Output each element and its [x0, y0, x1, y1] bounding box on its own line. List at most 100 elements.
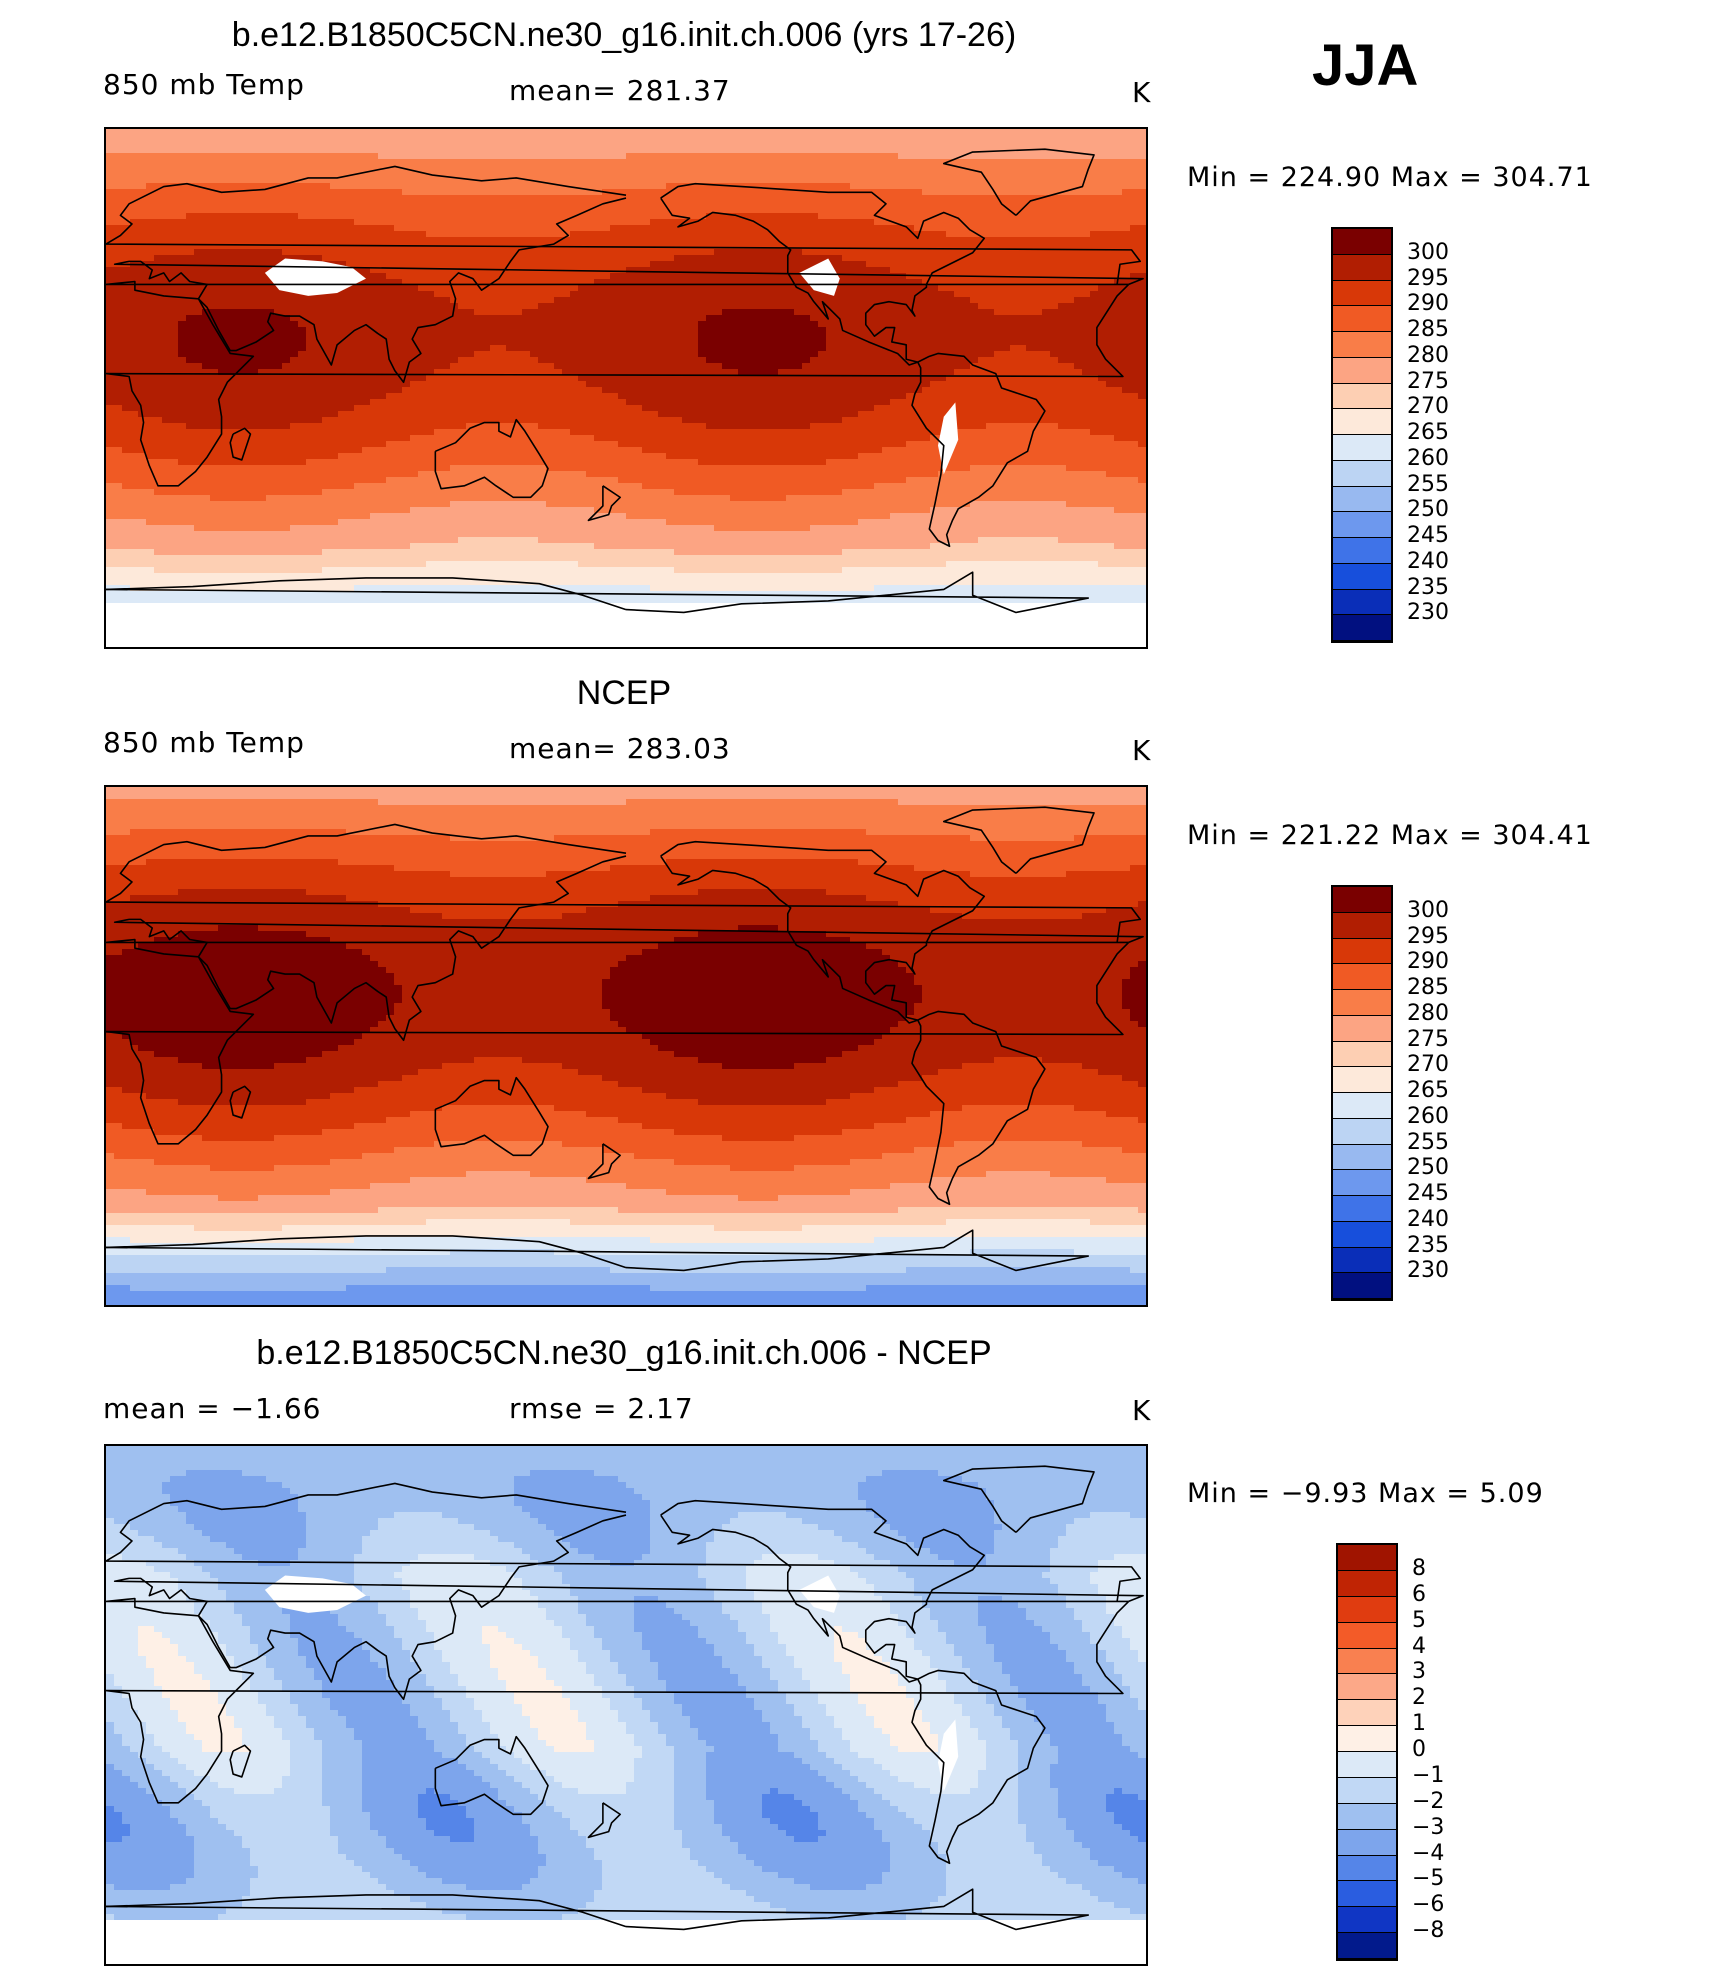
contour-cell: [114, 237, 123, 244]
contour-cell: [946, 237, 955, 244]
contour-cell: [962, 153, 971, 160]
contour-cell: [650, 135, 659, 142]
contour-cell: [794, 345, 803, 352]
contour-cell: [778, 171, 787, 178]
contour-cell: [682, 141, 691, 148]
contour-cell: [978, 291, 987, 298]
contour-cell: [1026, 339, 1035, 346]
contour-cell: [226, 195, 235, 202]
contour-cell: [938, 153, 947, 160]
contour-cell: [1066, 225, 1075, 232]
contour-cell: [498, 297, 507, 304]
contour-cell: [898, 201, 907, 208]
contour-cell: [370, 285, 379, 292]
contour-cell: [954, 279, 963, 286]
contour-cell: [1018, 141, 1027, 148]
contour-cell: [914, 141, 923, 148]
contour-cell: [930, 183, 939, 190]
contour-cell: [746, 195, 755, 202]
contour-cell: [1106, 165, 1115, 172]
contour-cell: [338, 207, 347, 214]
contour-cell: [474, 255, 483, 262]
contour-cell: [754, 177, 763, 184]
contour-cell: [426, 237, 435, 244]
contour-cell: [946, 159, 955, 166]
contour-cell: [802, 231, 811, 238]
contour-cell: [834, 213, 843, 220]
contour-cell: [794, 303, 803, 310]
contour-cell: [914, 213, 923, 220]
contour-cell: [890, 231, 899, 238]
contour-cell: [930, 297, 939, 304]
contour-cell: [1026, 297, 1035, 304]
contour-cell: [514, 321, 523, 328]
contour-cell: [866, 213, 875, 220]
contour-cell: [346, 195, 355, 202]
contour-cell: [930, 303, 939, 310]
contour-cell: [690, 147, 699, 154]
contour-cell: [882, 255, 891, 262]
contour-cell: [210, 153, 219, 160]
contour-cell: [410, 201, 419, 208]
contour-cell: [1090, 351, 1099, 358]
contour-cell: [426, 225, 435, 232]
contour-cell: [490, 213, 499, 220]
contour-cell: [266, 351, 275, 358]
contour-cell: [634, 141, 643, 148]
contour-cell: [554, 147, 563, 154]
contour-cell: [586, 195, 595, 202]
contour-cell: [554, 279, 563, 286]
contour-cell: [754, 333, 763, 340]
contour-cell: [274, 351, 283, 358]
contour-cell: [354, 153, 363, 160]
contour-cell: [186, 177, 195, 184]
contour-cell: [754, 225, 763, 232]
contour-cell: [1098, 243, 1107, 250]
contour-cell: [1098, 135, 1107, 142]
contour-cell: [378, 261, 387, 268]
contour-cell: [1010, 315, 1019, 322]
contour-cell: [938, 279, 947, 286]
contour-cell: [338, 327, 347, 334]
contour-cell: [754, 147, 763, 154]
contour-cell: [850, 219, 859, 226]
contour-cell: [1098, 231, 1107, 238]
contour-cell: [930, 255, 939, 262]
contour-cell: [1042, 291, 1051, 298]
contour-cell: [482, 255, 491, 262]
contour-cell: [210, 291, 219, 298]
contour-cell: [1098, 345, 1107, 352]
contour-cell: [650, 273, 659, 280]
contour-cell: [146, 171, 155, 178]
contour-cell: [210, 297, 219, 304]
contour-cell: [642, 147, 651, 154]
contour-cell: [538, 297, 547, 304]
contour-cell: [986, 327, 995, 334]
contour-cell: [978, 213, 987, 220]
contour-cell: [994, 243, 1003, 250]
contour-cell: [1018, 177, 1027, 184]
contour-cell: [650, 189, 659, 196]
contour-cell: [986, 237, 995, 244]
contour-cell: [1002, 177, 1011, 184]
contour-cell: [730, 153, 739, 160]
contour-cell: [810, 351, 819, 358]
contour-cell: [674, 165, 683, 172]
contour-cell: [1138, 261, 1146, 268]
contour-cell: [866, 183, 875, 190]
contour-cell: [258, 339, 267, 346]
contour-cell: [1034, 339, 1043, 346]
contour-cell: [170, 243, 179, 250]
contour-cell: [330, 297, 339, 304]
contour-cell: [522, 303, 531, 310]
contour-cell: [514, 261, 523, 268]
contour-cell: [234, 237, 243, 244]
contour-cell: [1098, 279, 1107, 286]
contour-cell: [402, 357, 411, 364]
contour-cell: [218, 273, 227, 280]
contour-cell: [610, 255, 619, 262]
contour-cell: [1050, 333, 1059, 340]
contour-cell: [970, 159, 979, 166]
contour-cell: [1034, 141, 1043, 148]
contour-cell: [234, 339, 243, 346]
